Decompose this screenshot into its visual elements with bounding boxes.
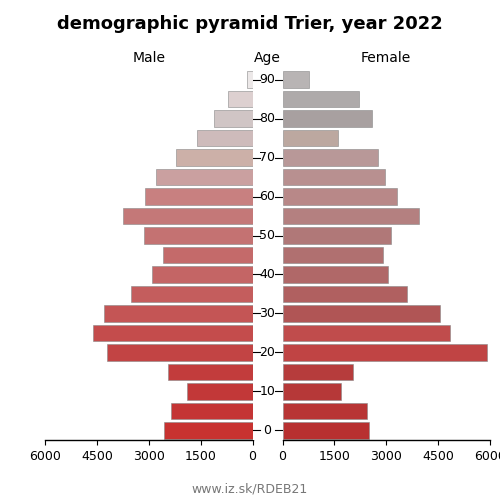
Text: 60: 60 [260, 190, 276, 203]
Bar [282, 383, 342, 400]
Text: 50: 50 [260, 229, 276, 242]
Bar [282, 130, 338, 146]
Text: 20: 20 [260, 346, 276, 359]
Bar [144, 228, 252, 244]
Bar [107, 344, 253, 360]
Bar [104, 305, 253, 322]
Bar [228, 91, 252, 108]
Text: 70: 70 [260, 151, 276, 164]
Bar [123, 208, 252, 224]
Bar [171, 402, 252, 419]
Bar [282, 169, 384, 186]
Bar [282, 266, 388, 283]
Bar [162, 246, 252, 264]
Bar [152, 266, 252, 283]
Bar [282, 422, 369, 438]
Text: demographic pyramid Trier, year 2022: demographic pyramid Trier, year 2022 [57, 15, 443, 33]
Bar [282, 150, 378, 166]
Text: www.iz.sk/RDEB21: www.iz.sk/RDEB21 [192, 482, 308, 495]
Text: 0: 0 [264, 424, 272, 437]
Text: Age: Age [254, 51, 281, 65]
Text: Female: Female [361, 51, 412, 65]
Bar [164, 422, 252, 438]
Bar [282, 305, 440, 322]
Bar [156, 169, 252, 186]
Bar [214, 110, 252, 127]
Bar [282, 324, 450, 341]
Bar [282, 344, 486, 360]
Text: 30: 30 [260, 307, 276, 320]
Bar [282, 72, 310, 88]
Bar [146, 188, 252, 205]
Bar [282, 188, 397, 205]
Bar [132, 286, 252, 302]
Text: 90: 90 [260, 73, 276, 86]
Bar [282, 286, 407, 302]
Text: 40: 40 [260, 268, 276, 281]
Bar [94, 324, 252, 341]
Text: 80: 80 [260, 112, 276, 125]
Bar [168, 364, 252, 380]
Bar [197, 130, 252, 146]
Bar [282, 402, 367, 419]
Text: 10: 10 [260, 385, 276, 398]
Bar [282, 110, 372, 127]
Text: Male: Male [132, 51, 165, 65]
Bar [282, 208, 419, 224]
Bar [187, 383, 252, 400]
Bar [176, 150, 252, 166]
Bar [282, 228, 392, 244]
Bar [282, 246, 383, 264]
Bar [282, 91, 358, 108]
Bar [247, 72, 252, 88]
Bar [282, 364, 354, 380]
